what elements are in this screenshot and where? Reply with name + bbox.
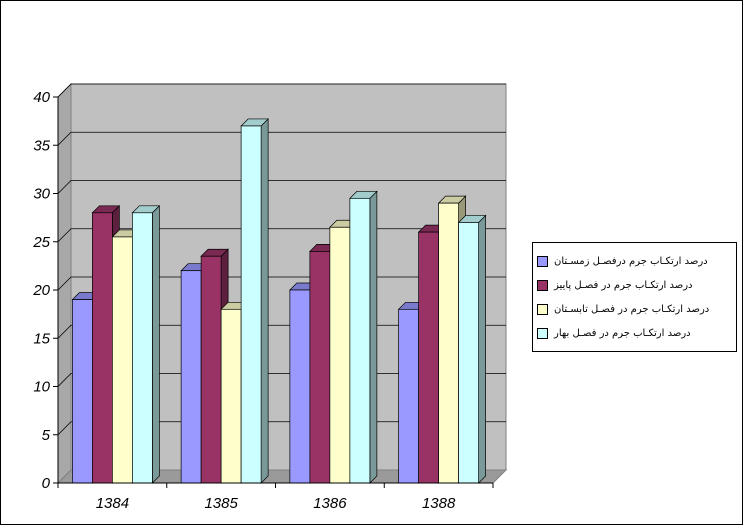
legend-label: درصد ارتکـاب جرم در فصـل پاییز: [554, 279, 693, 291]
bar: [457, 214, 487, 484]
bar-front: [112, 236, 133, 484]
y-tick-label: 20: [32, 282, 50, 299]
legend-item: درصد ارتکـاب جرم درفصـل زمسـتان: [537, 249, 732, 273]
axes: [53, 96, 494, 488]
bar-front: [240, 125, 262, 484]
legend-swatch: [537, 327, 548, 339]
bar-front: [418, 231, 439, 484]
bar-front: [438, 202, 459, 484]
x-tick-label: 1386: [313, 495, 347, 512]
x-tick-label: 1388: [422, 495, 456, 512]
bar: [240, 118, 269, 484]
gridline: [57, 83, 506, 98]
bar: [131, 204, 161, 484]
bar: [349, 190, 378, 484]
bar-front: [180, 270, 202, 484]
bar-side: [152, 204, 160, 484]
bar-front: [309, 251, 331, 484]
bar-side: [478, 214, 486, 484]
legend-label: درصد ارتکـاب جرم در فصـل بهار: [554, 327, 691, 339]
y-tick-label: 35: [33, 137, 50, 154]
y-tick-label: 10: [33, 379, 50, 396]
gridline: [57, 131, 506, 146]
legend-item: درصد ارتکـاب جرم در فصـل بهار: [537, 321, 732, 345]
x-tick-label: 1384: [96, 495, 129, 512]
gridline: [57, 180, 506, 194]
bar-front: [92, 212, 113, 484]
y-tick-label: 0: [42, 475, 51, 492]
y-tick-label: 30: [33, 186, 50, 203]
legend-label: درصد ارتکـاب جرم درفصـل زمسـتان: [554, 255, 708, 267]
bar-side: [260, 118, 269, 484]
y-tick-label: 15: [33, 330, 50, 347]
bar-front: [398, 308, 419, 484]
bar-front: [220, 308, 242, 484]
y-tick-label: 40: [33, 89, 50, 106]
bar-front: [458, 222, 479, 484]
bar-front: [72, 299, 93, 484]
bars: [71, 118, 487, 484]
legend-swatch: [537, 255, 548, 267]
legend-item: درصد ارتکـاب جرم در فصـل تابسـتان: [537, 297, 732, 321]
y-tick-label: 25: [32, 234, 50, 251]
tick-labels: 0 5 10 15 20 25 30 35 40 1384 1385 1386 1388: [32, 89, 456, 512]
legend-item: درصد ارتکـاب جرم در فصـل پاییز: [537, 273, 732, 297]
bar-front: [289, 289, 311, 484]
legend-swatch: [537, 303, 548, 315]
bar-front: [132, 212, 153, 484]
legend-label: درصد ارتکـاب جرم در فصـل تابسـتان: [554, 303, 710, 315]
x-tick-label: 1385: [204, 495, 238, 512]
bar-front: [349, 197, 371, 484]
bar-side: [369, 190, 378, 484]
legend-swatch: [537, 279, 548, 291]
bar-front: [200, 255, 222, 484]
legend: درصد ارتکـاب جرم درفصـل زمسـتان درصد ارتک…: [532, 242, 737, 352]
y-tick-label: 5: [42, 427, 51, 444]
bar-front: [329, 226, 351, 484]
